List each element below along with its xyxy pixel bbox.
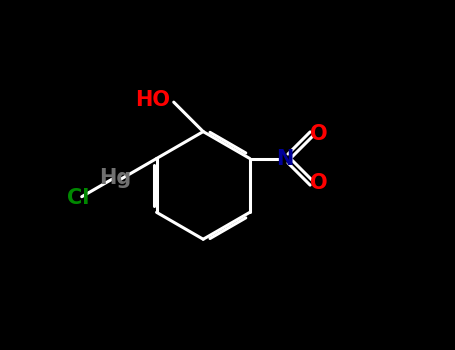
Text: O: O bbox=[310, 124, 328, 144]
Text: Hg: Hg bbox=[99, 168, 131, 188]
Text: O: O bbox=[310, 173, 328, 194]
Text: N: N bbox=[276, 148, 293, 168]
Text: HO: HO bbox=[135, 90, 170, 110]
Text: Cl: Cl bbox=[67, 188, 90, 209]
